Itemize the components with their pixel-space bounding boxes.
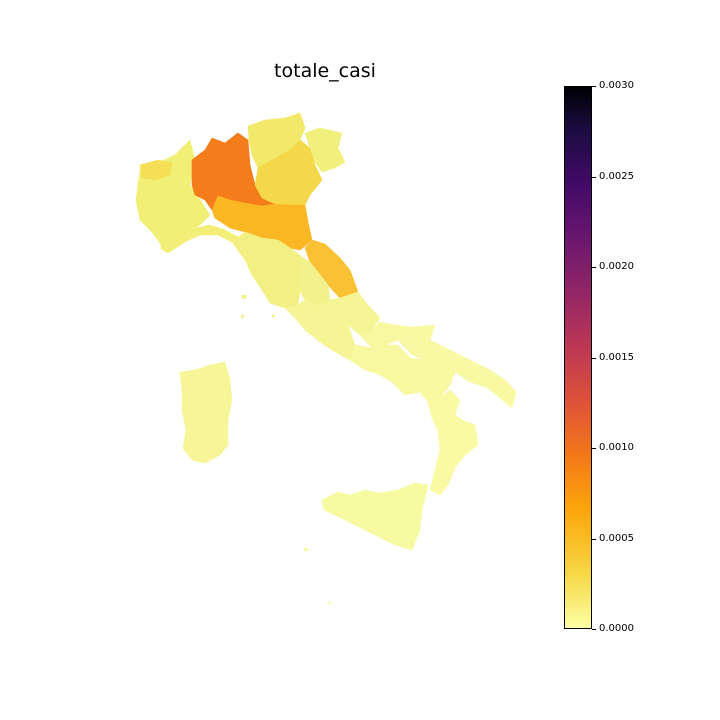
colorbar-tick [592,176,596,178]
region-valle-d-aosta[interactable]: Valle d'Aosta [139,159,173,181]
colorbar-tick-label: 0.0000 [599,623,634,634]
region-sardegna[interactable]: Sardegna [179,361,233,464]
region-sicilia[interactable]: Sicilia [321,482,429,551]
colorbar-tick-label: 0.0005 [599,533,634,544]
colorbar-tick-label: 0.0020 [599,261,634,272]
region-abruzzo[interactable]: Abruzzo [329,291,381,336]
small-islands [241,295,331,604]
map-title: totale_casi [274,60,376,82]
region-basilicata[interactable]: Basilicata [409,357,456,403]
colorbar-tick [592,538,596,540]
colorbar-tick-label: 0.0025 [599,171,634,182]
colorbar-tick-label: 0.0015 [599,352,634,363]
colorbar-tick [592,628,596,630]
colorbar-tick [592,85,596,87]
colorbar [564,86,592,629]
region-veneto[interactable]: Veneto [254,139,323,206]
region-lazio[interactable]: Lazio [284,299,356,361]
colorbar-tick-label: 0.0010 [599,442,634,453]
region-calabria[interactable]: Calabria [427,389,479,496]
colorbar-tick-label: 0.0030 [599,80,634,91]
region-friuli-venezia-giulia[interactable]: Friuli-Venezia Giulia [304,127,346,173]
colorbar-tick [592,357,596,359]
region-emilia-romagna[interactable]: Emilia-Romagna [211,195,313,251]
colorbar-tick [592,447,596,449]
colorbar-tick [592,266,596,268]
